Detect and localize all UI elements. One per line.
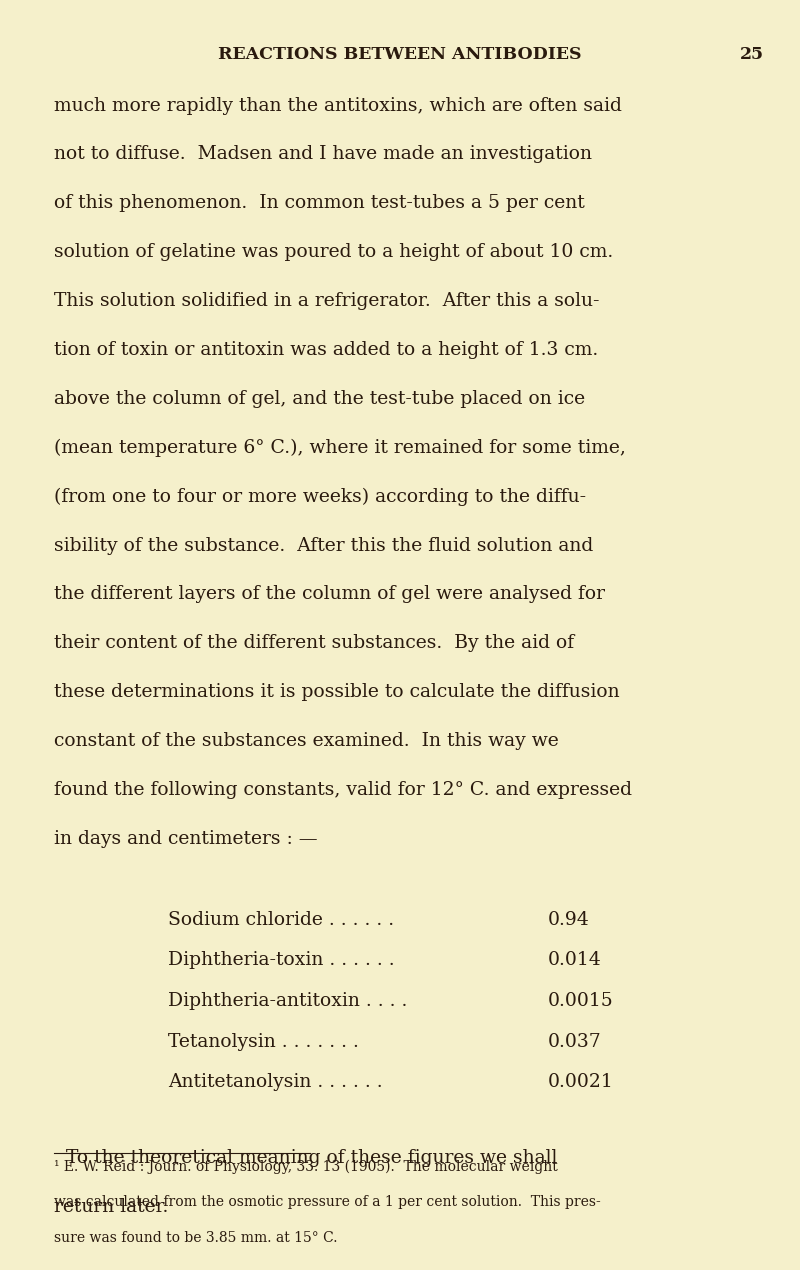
- Text: To the theoretical meaning of these figures we shall: To the theoretical meaning of these figu…: [54, 1149, 558, 1167]
- Text: was calculated from the osmotic pressure of a 1 per cent solution.  This pres-: was calculated from the osmotic pressure…: [54, 1195, 601, 1209]
- Text: This solution solidified in a refrigerator.  After this a solu-: This solution solidified in a refrigerat…: [54, 292, 600, 310]
- Text: (from one to four or more weeks) according to the diffu-: (from one to four or more weeks) accordi…: [54, 488, 586, 505]
- Text: above the column of gel, and the test-tube placed on ice: above the column of gel, and the test-tu…: [54, 390, 586, 408]
- Text: 0.0021: 0.0021: [548, 1073, 614, 1091]
- Text: these determinations it is possible to calculate the diffusion: these determinations it is possible to c…: [54, 683, 620, 701]
- Text: their content of the different substances.  By the aid of: their content of the different substance…: [54, 634, 574, 653]
- Text: Antitetanolysin . . . . . .: Antitetanolysin . . . . . .: [168, 1073, 382, 1091]
- Text: sibility of the substance.  After this the fluid solution and: sibility of the substance. After this th…: [54, 536, 594, 555]
- Text: REACTIONS BETWEEN ANTIBODIES: REACTIONS BETWEEN ANTIBODIES: [218, 46, 582, 62]
- Text: solution of gelatine was poured to a height of about 10 cm.: solution of gelatine was poured to a hei…: [54, 244, 614, 262]
- Text: the different layers of the column of gel were analysed for: the different layers of the column of ge…: [54, 585, 606, 603]
- Text: much more rapidly than the antitoxins, which are often said: much more rapidly than the antitoxins, w…: [54, 97, 622, 114]
- Text: not to diffuse.  Madsen and I have made an investigation: not to diffuse. Madsen and I have made a…: [54, 145, 592, 164]
- Text: 0.0015: 0.0015: [548, 992, 614, 1010]
- Text: Sodium chloride . . . . . .: Sodium chloride . . . . . .: [168, 911, 394, 928]
- Text: sure was found to be 3.85 mm. at 15° C.: sure was found to be 3.85 mm. at 15° C.: [54, 1231, 338, 1245]
- Text: 0.037: 0.037: [548, 1033, 602, 1050]
- Text: 0.94: 0.94: [548, 911, 590, 928]
- Text: found the following constants, valid for 12° C. and expressed: found the following constants, valid for…: [54, 781, 632, 799]
- Text: 25: 25: [740, 46, 764, 62]
- Text: Tetanolysin . . . . . . .: Tetanolysin . . . . . . .: [168, 1033, 359, 1050]
- Text: 0.014: 0.014: [548, 951, 602, 969]
- Text: ¹ E. W. Reid : Journ. of Physiology, 33. 13 (1905).  The molecular weight: ¹ E. W. Reid : Journ. of Physiology, 33.…: [54, 1160, 558, 1173]
- Text: of this phenomenon.  In common test-tubes a 5 per cent: of this phenomenon. In common test-tubes…: [54, 194, 585, 212]
- Text: Diphtheria-toxin . . . . . .: Diphtheria-toxin . . . . . .: [168, 951, 394, 969]
- Text: constant of the substances examined.  In this way we: constant of the substances examined. In …: [54, 732, 559, 751]
- Text: tion of toxin or antitoxin was added to a height of 1.3 cm.: tion of toxin or antitoxin was added to …: [54, 340, 598, 359]
- Text: Diphtheria-antitoxin . . . .: Diphtheria-antitoxin . . . .: [168, 992, 407, 1010]
- Text: (mean temperature 6° C.), where it remained for some time,: (mean temperature 6° C.), where it remai…: [54, 438, 626, 457]
- Text: in days and centimeters : —: in days and centimeters : —: [54, 829, 318, 848]
- Text: return later.: return later.: [54, 1198, 169, 1217]
